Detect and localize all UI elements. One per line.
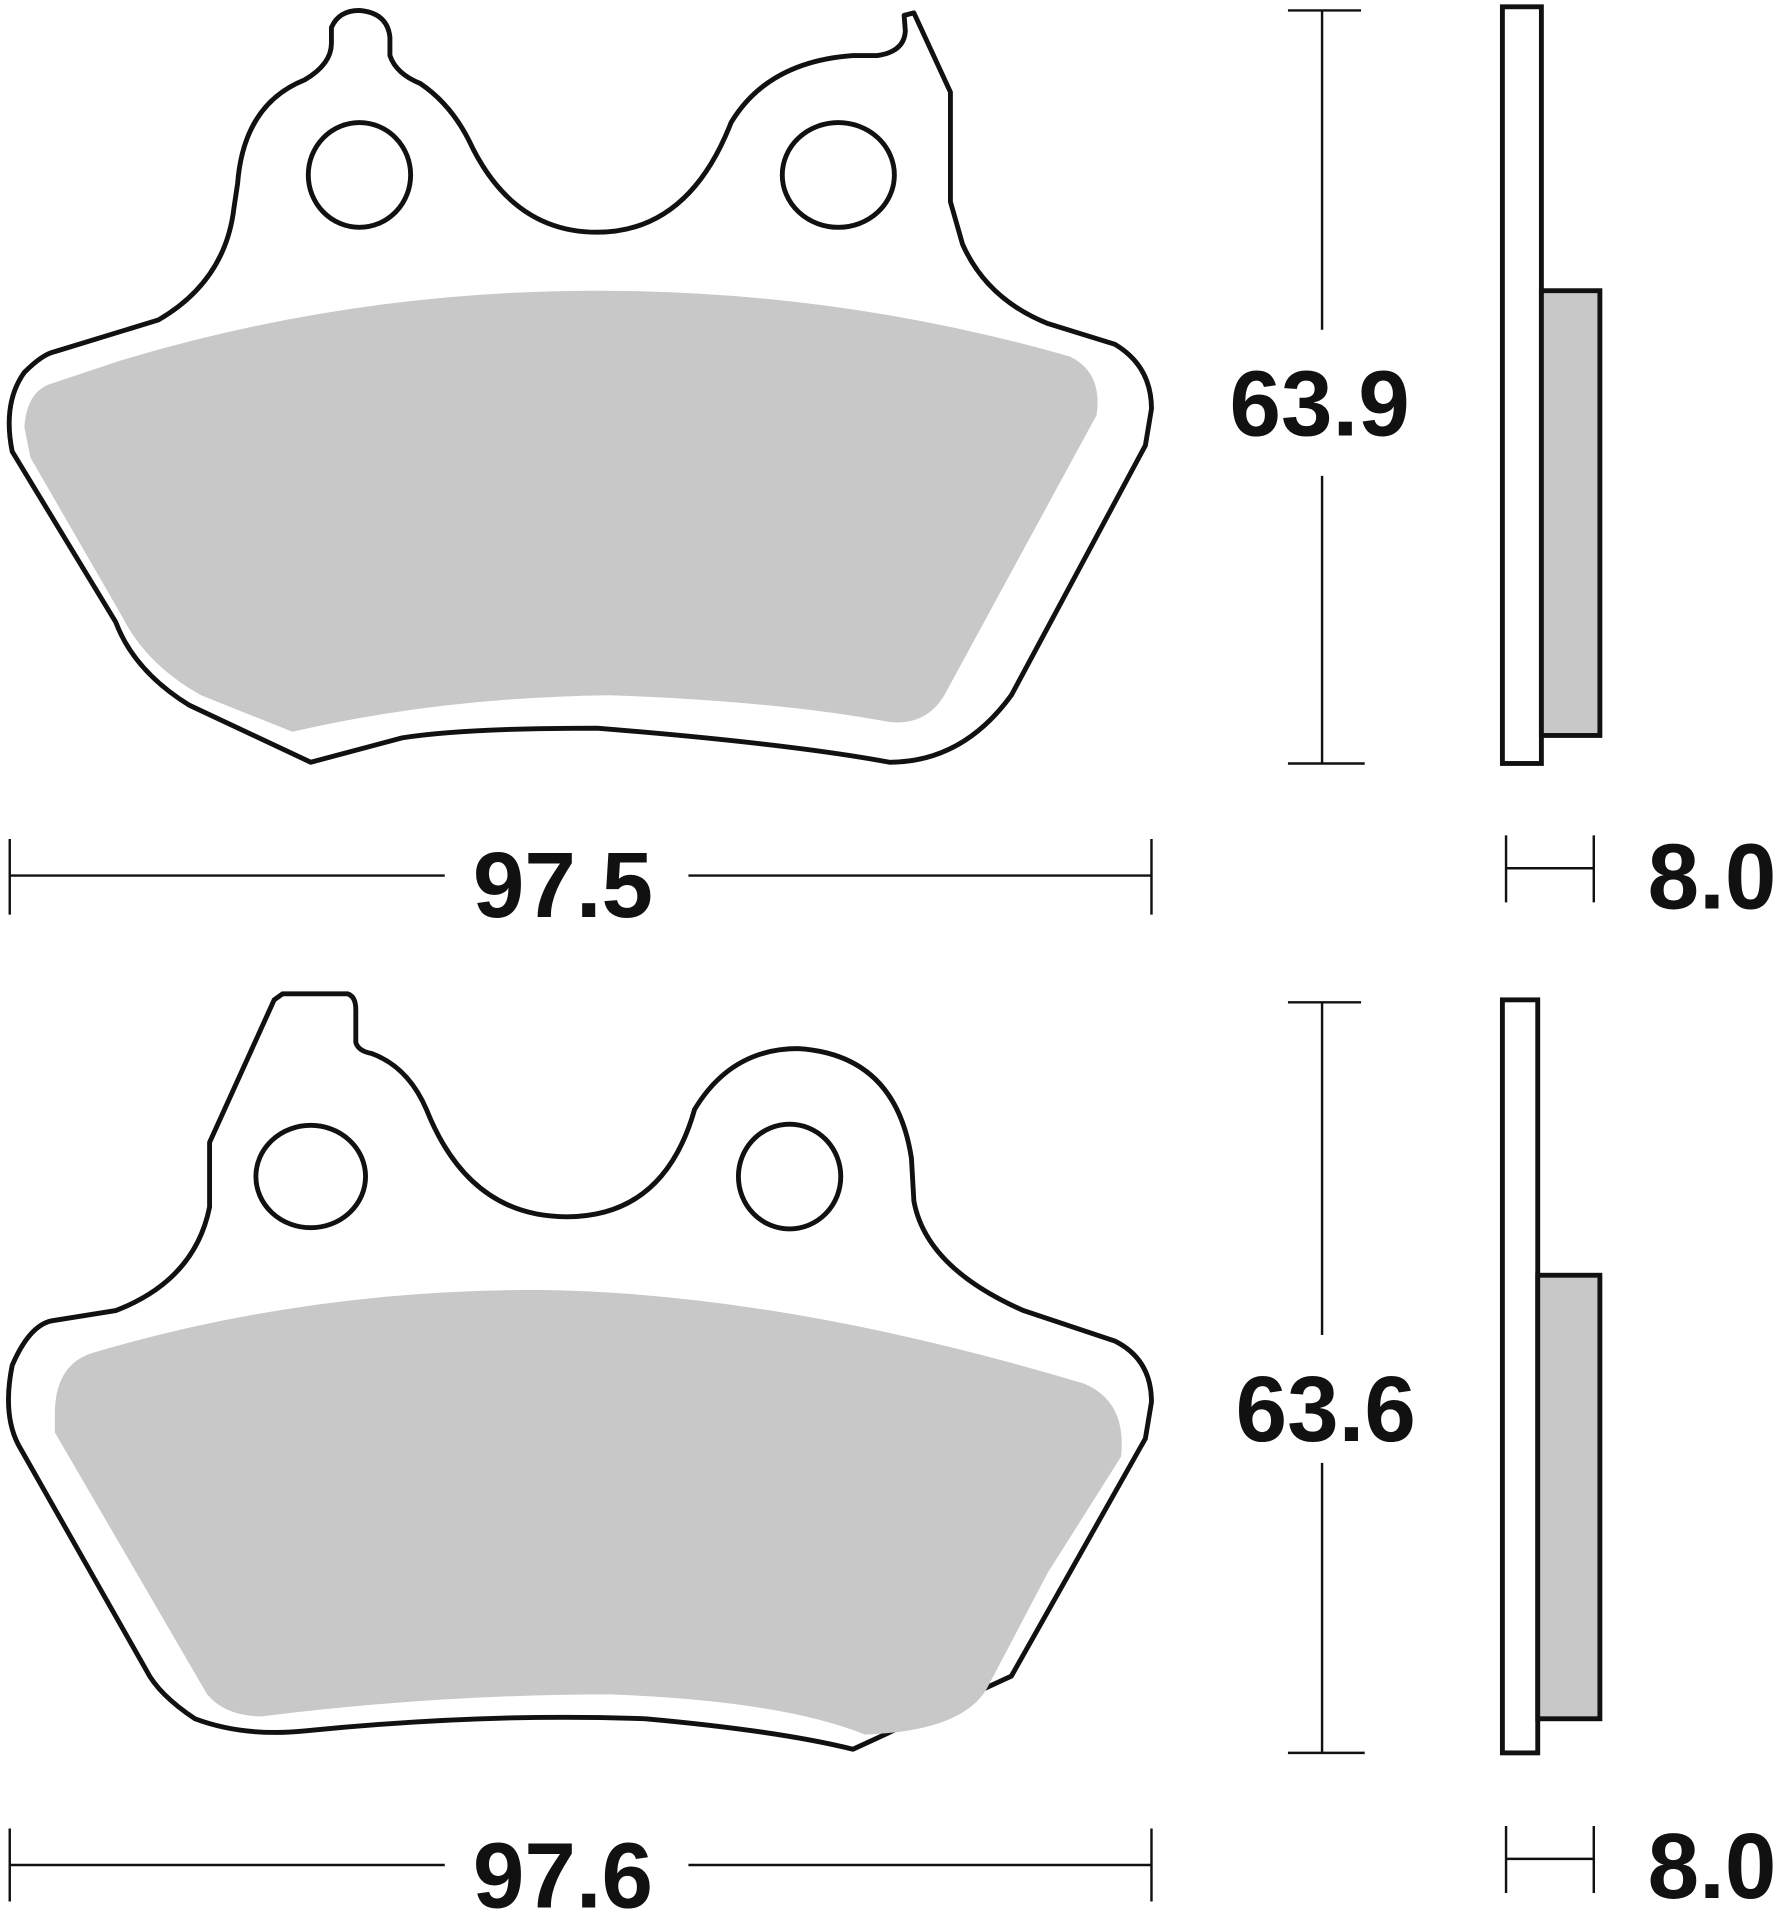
- top-height-dimension: 63.9: [1230, 9, 1410, 765]
- bottom-pad-mounting-hole-right: [735, 1121, 844, 1232]
- bottom-pad-friction-material: [54, 1289, 1122, 1735]
- top-pad-friction-material: [24, 290, 1098, 732]
- bottom-width-dimension: 97.6: [8, 1824, 1153, 1912]
- top-pad-front-view: [6, 8, 1154, 765]
- bottom-pad-side-view: [1499, 997, 1603, 1756]
- top-width-dimension: 97.5: [8, 833, 1153, 937]
- top-thickness-label: 8.0: [1648, 824, 1777, 928]
- top-thickness-dimension: 8.0: [1504, 824, 1777, 928]
- bottom-side-backing-plate: [1499, 997, 1541, 1756]
- bottom-pad-front-view: [6, 991, 1154, 1752]
- bottom-height-dimension: 63.6: [1236, 1001, 1416, 1755]
- bottom-side-friction-layer: [1535, 1272, 1603, 1722]
- top-side-backing-plate: [1499, 4, 1544, 766]
- top-width-label: 97.5: [473, 833, 653, 937]
- top-height-label: 63.9: [1230, 352, 1410, 456]
- top-pad-mounting-hole-right: [779, 120, 897, 230]
- top-side-friction-layer: [1538, 288, 1603, 738]
- top-pad-side-view: [1499, 4, 1603, 766]
- bottom-thickness-label: 8.0: [1648, 1814, 1777, 1912]
- top-pad-mounting-hole-left: [305, 120, 414, 230]
- bottom-width-label: 97.6: [473, 1824, 653, 1912]
- bottom-height-label: 63.6: [1236, 1357, 1416, 1461]
- bottom-pad-mounting-hole-left: [253, 1122, 368, 1231]
- bottom-thickness-dimension: 8.0: [1504, 1814, 1777, 1912]
